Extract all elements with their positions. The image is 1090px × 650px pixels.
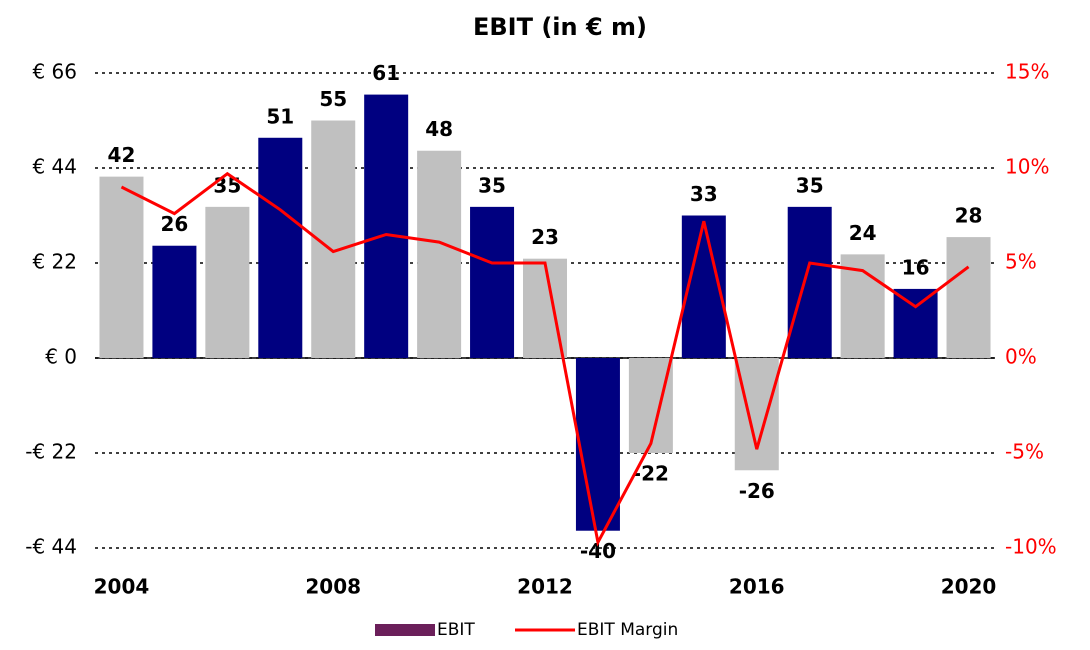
bar [99, 176, 144, 358]
data-label: 48 [425, 117, 453, 141]
legend-label: EBIT Margin [577, 620, 678, 640]
y-tick-label: -€ 22 [25, 440, 77, 464]
y2-tick-label: 5% [1005, 250, 1037, 274]
data-label: 24 [849, 221, 877, 245]
bar [946, 237, 991, 358]
data-label: 33 [690, 182, 718, 206]
data-label: 51 [266, 104, 294, 128]
x-tick-label: 2020 [941, 575, 997, 599]
y-tick-label: € 22 [32, 250, 77, 274]
data-label: 55 [319, 87, 347, 111]
bar [205, 206, 250, 358]
x-tick-label: 2008 [305, 575, 361, 599]
bar [152, 245, 197, 358]
data-label: 26 [160, 212, 188, 236]
data-label: -26 [739, 479, 775, 503]
x-tick-label: 2004 [94, 575, 150, 599]
y-tick-label: € 44 [32, 155, 77, 179]
x-tick-label: 2016 [729, 575, 785, 599]
legend-swatch [375, 624, 435, 636]
data-label: 42 [108, 143, 136, 167]
bar [787, 206, 832, 358]
data-label: 35 [478, 173, 506, 197]
bar [364, 94, 409, 358]
y-tick-label: € 0 [45, 345, 77, 369]
y2-tick-label: 10% [1005, 155, 1049, 179]
bar [258, 137, 303, 358]
chart-title: EBIT (in € m) [473, 13, 647, 41]
bar [734, 358, 779, 471]
y-tick-label: -€ 44 [25, 535, 77, 559]
data-label: 23 [531, 225, 559, 249]
data-label: 35 [213, 173, 241, 197]
bar [575, 358, 620, 531]
y2-tick-label: 15% [1005, 60, 1049, 84]
x-tick-label: 2012 [517, 575, 573, 599]
bar [893, 288, 938, 358]
bar [470, 206, 515, 358]
data-label: 35 [796, 173, 824, 197]
y2-tick-label: 0% [1005, 345, 1037, 369]
y2-tick-label: -5% [1005, 440, 1044, 464]
legend-label: EBIT [437, 620, 475, 640]
data-label: 16 [902, 255, 930, 279]
y-tick-label: € 66 [32, 60, 77, 84]
bar [417, 150, 462, 358]
data-label: 28 [955, 204, 983, 228]
data-label: 61 [372, 61, 400, 85]
y2-tick-label: -10% [1005, 535, 1057, 559]
margin-line [120, 171, 970, 547]
